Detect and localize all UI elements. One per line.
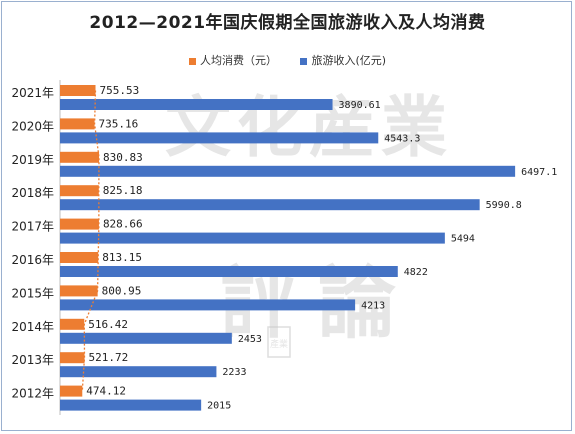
bar-revenue (60, 299, 356, 311)
chart-bars: 2021年 755.53 3890.61 2020年 735.16 4543.3 2019年… (11, 80, 557, 415)
legend-item-revenue: 旅游收入(亿元) (300, 52, 386, 68)
data-label-revenue: 6497.1 (521, 167, 557, 178)
bar-revenue (60, 165, 516, 177)
bar-per-capita (60, 352, 85, 364)
data-label-revenue: 4822 (404, 267, 428, 278)
data-label-revenue: 5494 (451, 234, 475, 245)
bar-per-capita (60, 118, 95, 130)
data-label-per-capita: 828.66 (103, 218, 143, 231)
data-label-per-capita: 830.83 (103, 151, 143, 164)
bar-per-capita (60, 151, 100, 163)
bar-revenue (60, 266, 398, 277)
bar-per-capita (60, 285, 98, 297)
bar-revenue (60, 99, 333, 110)
legend-label-per-capita: 人均消费（元） (199, 54, 277, 67)
category-label: 2017年 (11, 220, 54, 234)
watermark-seal (267, 326, 291, 358)
data-label-revenue: 2453 (238, 334, 262, 345)
data-label-per-capita: 755.53 (100, 84, 140, 97)
data-label-revenue: 3890.61 (339, 100, 381, 111)
bar-per-capita (60, 318, 85, 330)
category-label: 2016年 (11, 253, 54, 267)
bar-per-capita (60, 85, 96, 96)
category-label: 2014年 (11, 320, 54, 334)
data-label-per-capita: 474.12 (86, 385, 126, 398)
watermark-seal-text: 產業 (270, 338, 288, 350)
bar-revenue (60, 366, 217, 378)
bar-revenue (60, 332, 232, 344)
category-label: 2012年 (11, 387, 54, 401)
data-label-per-capita: 521.72 (89, 351, 129, 364)
data-label-per-capita: 800.95 (102, 284, 142, 297)
chart-title: 2012—2021年国庆假期全国旅游收入及人均消费 (89, 13, 486, 33)
legend-swatch-per-capita (188, 57, 196, 65)
legend-label-revenue: 旅游收入(亿元) (311, 54, 387, 67)
bar-revenue (60, 132, 379, 144)
bar-per-capita (60, 218, 99, 230)
data-label-revenue: 4213 (361, 300, 385, 311)
bar-revenue (60, 399, 202, 411)
data-label-revenue: 5990.8 (486, 200, 522, 211)
category-label: 2018年 (11, 186, 54, 200)
bar-per-capita (60, 385, 83, 397)
bar-per-capita (60, 252, 99, 263)
category-label: 2015年 (11, 286, 54, 300)
category-label: 2021年 (11, 86, 54, 100)
bar-revenue (60, 232, 445, 244)
data-label-per-capita: 735.16 (99, 117, 139, 130)
data-label-revenue: 4543.3 (384, 133, 420, 144)
data-label-revenue: 2233 (222, 367, 246, 378)
legend-swatch-revenue (300, 57, 308, 65)
category-label: 2020年 (11, 119, 54, 133)
data-label-per-capita: 813.15 (102, 251, 142, 264)
per-capita-trend-line (81, 90, 100, 392)
data-label-revenue: 2015 (207, 401, 231, 412)
bar-per-capita (60, 185, 99, 197)
chart-legend: 人均消费（元） 旅游收入(亿元) (0, 52, 575, 68)
category-label: 2013年 (11, 353, 54, 367)
data-label-per-capita: 825.18 (103, 184, 143, 197)
data-label-per-capita: 516.42 (88, 318, 128, 331)
bar-revenue (60, 199, 480, 211)
category-label: 2019年 (11, 153, 54, 167)
legend-item-per-capita: 人均消费（元） (188, 52, 277, 68)
